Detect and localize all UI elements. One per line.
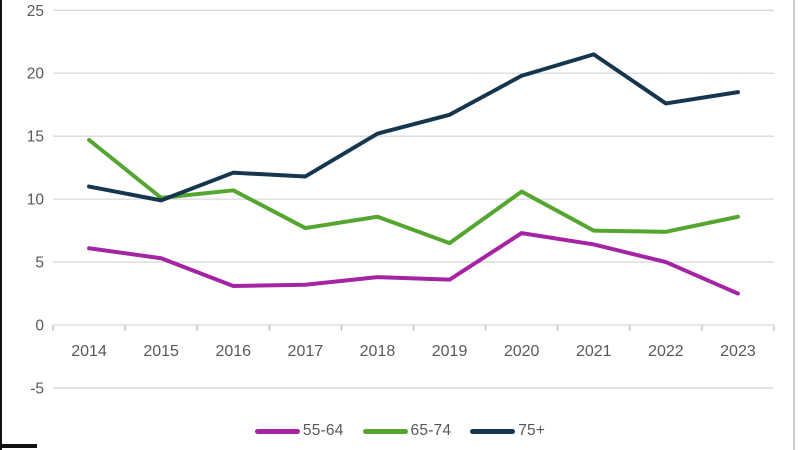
legend-label: 55-64 (302, 422, 344, 439)
x-axis-tick-label: 2021 (576, 343, 612, 360)
x-axis-tick-label: 2016 (215, 343, 251, 360)
x-axis-tick-label: 2019 (432, 343, 468, 360)
legend-line-swatch-65-74 (362, 428, 408, 434)
x-axis-tick-label: 2020 (504, 343, 540, 360)
left-border-line (0, 0, 2, 450)
legend-item-55-64: 55-64 (254, 422, 344, 440)
x-axis-tick-label: 2023 (720, 343, 756, 360)
y-axis-tick-label: -5 (30, 380, 44, 397)
x-axis-tick-label: 2015 (143, 343, 179, 360)
right-edge-line (793, 0, 795, 450)
y-axis-tick-label: 5 (35, 255, 44, 272)
y-axis-tick-label: 0 (35, 318, 44, 335)
legend-label: 65-74 (410, 422, 452, 439)
legend-item-75plus: 75+ (470, 422, 545, 440)
x-axis-tick-label: 2018 (360, 343, 396, 360)
chart-legend: 55-64 65-74 75+ (0, 418, 800, 444)
y-axis-tick-label: 10 (27, 192, 45, 209)
legend-item-65-74: 65-74 (362, 422, 452, 440)
legend-line-swatch-55-64 (254, 428, 300, 434)
y-axis-tick-label: 15 (27, 129, 44, 146)
x-axis-tick-label: 2014 (71, 343, 107, 360)
bottom-left-border-mark (0, 444, 37, 448)
x-axis-tick-label: 2017 (288, 343, 324, 360)
y-axis-tick-label: 25 (27, 3, 44, 20)
series-line-55-64 (87, 231, 740, 296)
series-line-75plus (87, 52, 740, 203)
legend-line-swatch-75plus (470, 428, 516, 434)
legend-label: 75+ (518, 422, 546, 439)
series-line-65-74 (87, 137, 740, 246)
y-axis-tick-label: 20 (27, 66, 45, 83)
x-axis-tick-label: 2022 (648, 343, 684, 360)
